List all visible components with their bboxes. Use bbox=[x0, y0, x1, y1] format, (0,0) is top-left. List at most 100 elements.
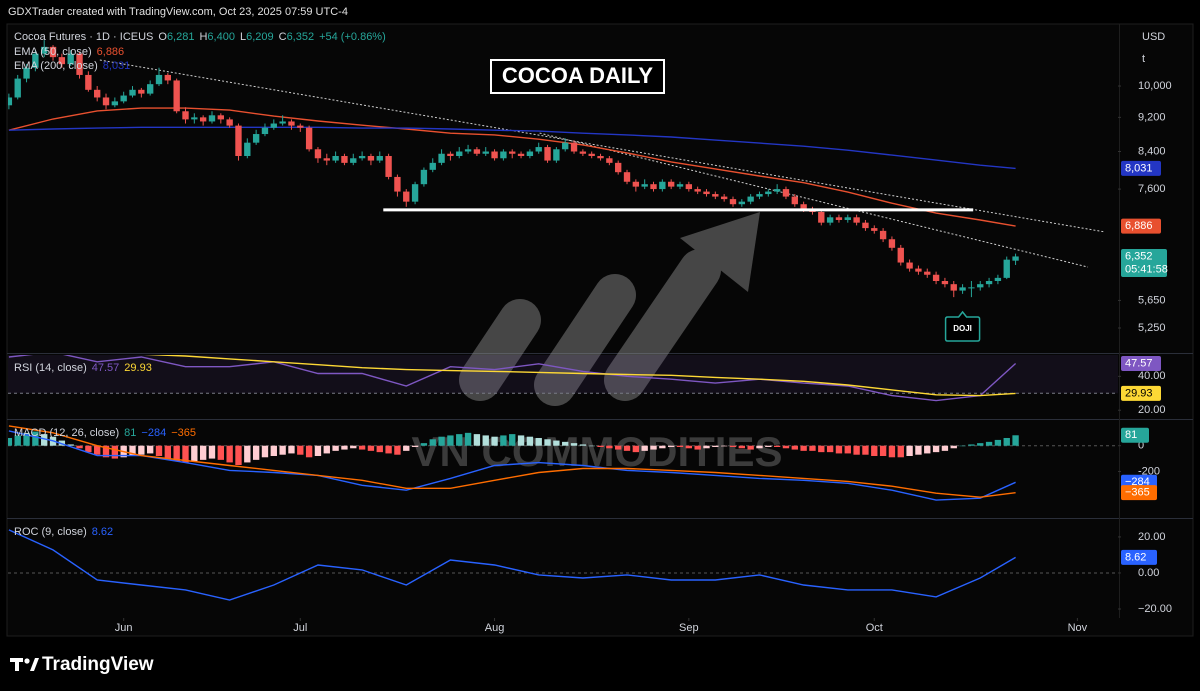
histogram-bar bbox=[562, 441, 569, 446]
histogram-bar bbox=[297, 445, 304, 455]
histogram-bar bbox=[517, 435, 525, 446]
histogram-bar bbox=[685, 445, 693, 449]
legend: EMA (200, close) 8,031 bbox=[14, 60, 130, 72]
candle-body bbox=[994, 277, 1002, 282]
histogram-bar bbox=[862, 445, 869, 455]
legend-item: 81 bbox=[124, 427, 136, 439]
histogram-bar bbox=[985, 441, 993, 446]
histogram-bar bbox=[438, 436, 445, 446]
candle-body bbox=[235, 125, 242, 157]
histogram-bar bbox=[341, 445, 348, 450]
histogram-bar bbox=[544, 439, 551, 446]
histogram-bar bbox=[199, 445, 207, 460]
candle-body bbox=[685, 184, 693, 190]
candle-body bbox=[756, 194, 763, 197]
value-label: 8.62 bbox=[1125, 551, 1146, 563]
candle-body bbox=[747, 196, 754, 202]
histogram-bar bbox=[738, 445, 745, 449]
value-label-box bbox=[1121, 485, 1157, 501]
y-tick-label: 9,200 bbox=[1138, 111, 1166, 123]
value-label-box bbox=[1121, 385, 1161, 401]
histogram-bar bbox=[367, 445, 375, 451]
histogram-bar bbox=[244, 445, 251, 463]
histogram-bar bbox=[358, 445, 366, 450]
histogram-bar bbox=[800, 445, 807, 451]
histogram-bar bbox=[23, 432, 30, 446]
histogram-bar bbox=[138, 445, 145, 455]
chart-frame bbox=[6, 23, 1194, 637]
x-tick-label: Jun bbox=[115, 622, 133, 634]
y-tick-label: -200 bbox=[1138, 465, 1160, 477]
candle-body bbox=[623, 172, 631, 182]
histogram-bar bbox=[623, 445, 631, 451]
histogram-bar bbox=[376, 445, 383, 453]
watermark-logo bbox=[459, 212, 760, 406]
value-label: 29.93 bbox=[1125, 387, 1153, 399]
histogram-bar bbox=[1012, 435, 1019, 446]
histogram-bar bbox=[924, 445, 931, 454]
unit: t bbox=[1142, 53, 1145, 65]
candle-body bbox=[526, 151, 534, 157]
histogram-bar bbox=[853, 445, 860, 455]
candle-body bbox=[279, 121, 286, 124]
value-label-box bbox=[1121, 218, 1161, 234]
legend-item: C bbox=[279, 31, 287, 43]
candle-body bbox=[208, 115, 216, 122]
candle-body bbox=[950, 284, 957, 291]
candle-body bbox=[199, 117, 207, 122]
candle-body bbox=[968, 287, 975, 289]
histogram-bar bbox=[994, 439, 1002, 446]
logo-stroke bbox=[534, 274, 636, 406]
candle-body bbox=[305, 127, 313, 150]
candle-body bbox=[712, 194, 719, 197]
legend-item: 6,400 bbox=[207, 31, 235, 43]
histogram-bar bbox=[553, 440, 560, 446]
candle-body bbox=[482, 151, 489, 154]
candle-body bbox=[818, 212, 825, 223]
rsi-band bbox=[8, 355, 1118, 394]
histogram-bar bbox=[314, 445, 322, 457]
candle-body bbox=[544, 147, 551, 161]
candle-body bbox=[800, 204, 807, 210]
legend-item: 6,209 bbox=[246, 31, 274, 43]
annotation-box bbox=[944, 310, 981, 342]
candle-body bbox=[897, 247, 904, 263]
histogram-bar bbox=[429, 439, 436, 446]
legend: RSI (14, close) 47.57 29.93 bbox=[14, 362, 152, 374]
histogram-bar bbox=[712, 445, 719, 447]
candle-body bbox=[76, 53, 83, 75]
candle-body bbox=[500, 151, 507, 159]
candle-body bbox=[765, 191, 772, 195]
trendline bbox=[99, 59, 1105, 233]
candle-body bbox=[49, 46, 57, 58]
histogram-bar bbox=[332, 445, 339, 451]
value-label-box bbox=[1121, 427, 1149, 443]
candle-body bbox=[244, 142, 251, 157]
legend-item: 8.62 bbox=[92, 526, 113, 538]
candle-body bbox=[182, 111, 189, 120]
candle-body bbox=[650, 184, 657, 190]
histogram-bar bbox=[526, 436, 534, 446]
x-tick-label: Jul bbox=[293, 622, 307, 634]
histogram-bar bbox=[932, 445, 940, 453]
candle-body bbox=[341, 156, 348, 163]
candle-body bbox=[394, 176, 401, 192]
candle-body bbox=[164, 74, 172, 81]
indicator-line bbox=[8, 529, 1016, 601]
brand-logo bbox=[10, 658, 39, 671]
y-tick-label: 5,650 bbox=[1138, 294, 1166, 306]
histogram-bar bbox=[535, 437, 542, 446]
histogram-bar bbox=[155, 445, 163, 457]
y-tick-label: 10,000 bbox=[1138, 80, 1172, 92]
histogram-bar bbox=[1003, 437, 1010, 446]
histogram-bar bbox=[791, 445, 798, 450]
footer bbox=[0, 640, 1200, 691]
legend-item: +54 (+0.86%) bbox=[319, 31, 386, 43]
histogram-bar bbox=[279, 445, 286, 455]
legend-item: ROC (9, close) bbox=[14, 526, 87, 538]
legend-item: −284 bbox=[141, 427, 166, 439]
candle-body bbox=[464, 149, 472, 152]
histogram-bar bbox=[729, 445, 737, 447]
candle-body bbox=[562, 142, 569, 150]
candle-body bbox=[888, 239, 896, 248]
